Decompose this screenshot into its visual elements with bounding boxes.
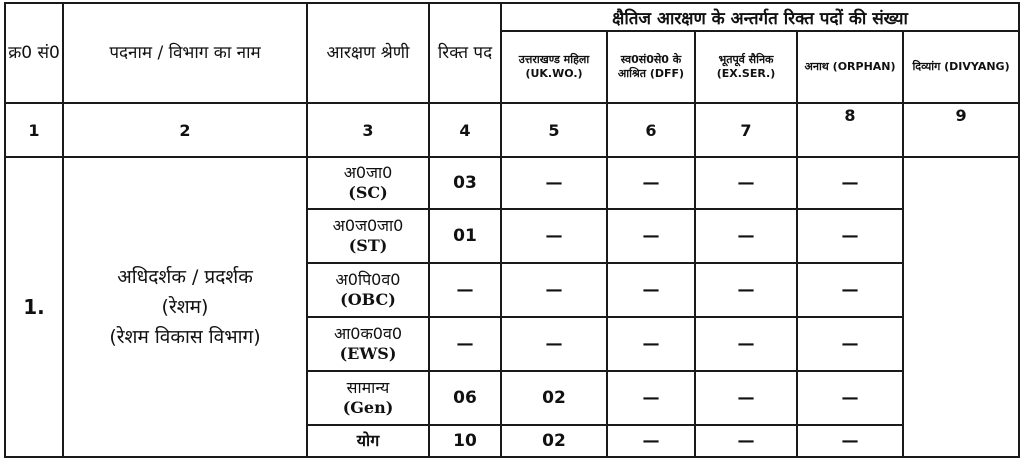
category-cell: सामान्य (Gen)	[306, 370, 430, 426]
col-number: 3	[306, 102, 430, 158]
category-hindi: अ0पि0व0	[335, 270, 401, 289]
col-number: 7	[694, 102, 798, 158]
header-ukwo: उत्तराखण्ड महिला (UK.WO.)	[500, 30, 608, 104]
vacancy-table: क्र0 सं0 पदनाम / विभाग का नाम आरक्षण श्र…	[4, 2, 1021, 458]
exser-value: —	[694, 370, 798, 426]
ukwo-value: —	[500, 316, 608, 372]
dff-value: —	[606, 370, 696, 426]
orphan-value: —	[796, 156, 904, 210]
category-hindi: अ0ज0जा0	[332, 216, 404, 235]
category-code: (OBC)	[340, 290, 396, 309]
col-number: 1	[4, 102, 64, 158]
total-orphan: —	[796, 424, 904, 458]
header-orphan: अनाथ (ORPHAN)	[796, 30, 904, 104]
serial-number: 1.	[4, 156, 64, 458]
ukwo-value: —	[500, 156, 608, 210]
post-title: अधिदर्शक / प्रदर्शक	[117, 266, 253, 288]
exser-value: —	[694, 316, 798, 372]
exser-value: —	[694, 156, 798, 210]
orphan-value: —	[796, 316, 904, 372]
col-number: 9	[901, 102, 1021, 158]
exser-value: —	[694, 208, 798, 264]
header-horizontal-reservation: क्षैतिज आरक्षण के अन्तर्गत रिक्त पदों की…	[499, 2, 1021, 32]
category-hindi: आ0क0व0	[333, 324, 403, 343]
table-row: अ0पि0व0 (OBC) — — — — —	[5, 262, 1019, 318]
post-subject: (रेशम)	[161, 296, 209, 318]
orphan-value: —	[796, 208, 904, 264]
ukwo-value: —	[500, 262, 608, 318]
category-cell: अ0पि0व0 (OBC)	[306, 262, 430, 318]
post-department: (रेशम विकास विभाग)	[109, 326, 261, 348]
total-vacancy: 10	[428, 424, 502, 458]
header-serial: क्र0 सं0	[4, 2, 64, 104]
header-dff: स्व0सं0से0 के आश्रित (DFF)	[606, 30, 696, 104]
table-row: सामान्य (Gen) 06 02 — — —	[5, 370, 1019, 426]
col-number: 8	[796, 102, 904, 158]
header-category: आरक्षण श्रेणी	[306, 2, 430, 104]
category-hindi: अ0जा0	[343, 163, 393, 182]
category-hindi: सामान्य	[346, 378, 390, 397]
vacancy-count: 06	[428, 370, 502, 426]
exser-value: —	[694, 262, 798, 318]
header-exser: भूतपूर्व सैनिक (EX.SER.)	[694, 30, 798, 104]
category-code: (ST)	[348, 236, 388, 255]
orphan-value: —	[796, 370, 904, 426]
dff-value: —	[606, 316, 696, 372]
dff-value: —	[606, 262, 696, 318]
ukwo-value: —	[500, 208, 608, 264]
ukwo-value: 02	[500, 370, 608, 426]
total-row: योग 10 02 — — —	[5, 424, 1019, 458]
total-label: योग	[306, 424, 430, 458]
category-cell: अ0जा0 (SC)	[306, 156, 430, 210]
category-code: (EWS)	[339, 344, 397, 363]
header-post: पदनाम / विभाग का नाम	[62, 2, 308, 104]
table-row: 1. अधिदर्शक / प्रदर्शक (रेशम) (रेशम विका…	[4, 156, 1021, 458]
vacancy-count: —	[428, 316, 502, 372]
category-cell: अ0ज0जा0 (ST)	[306, 208, 430, 264]
total-exser: —	[694, 424, 798, 458]
col-number: 6	[606, 102, 696, 158]
total-dff: —	[606, 424, 696, 458]
col-number: 5	[500, 102, 608, 158]
col-number: 2	[62, 102, 308, 158]
table-row: आ0क0व0 (EWS) — — — — —	[5, 316, 1019, 372]
header-divyang: दिव्यांग (DIVYANG)	[901, 30, 1021, 104]
category-code: (Gen)	[342, 398, 394, 417]
dff-value: —	[606, 208, 696, 264]
table-row: अ0ज0जा0 (ST) 01 — — — —	[5, 208, 1019, 264]
orphan-value: —	[796, 262, 904, 318]
divyang-cell	[901, 156, 1021, 458]
col-number: 4	[428, 102, 502, 158]
vacancy-count: —	[428, 262, 502, 318]
category-code: (SC)	[348, 183, 388, 202]
post-name: अधिदर्शक / प्रदर्शक (रेशम) (रेशम विकास व…	[62, 156, 308, 458]
dff-value: —	[606, 156, 696, 210]
column-number-row: 1 2 3 4 5 6 7 8 9	[4, 102, 1021, 158]
total-label-text: योग	[356, 431, 380, 450]
vacancy-count: 01	[428, 208, 502, 264]
header-vacancies: रिक्त पद	[428, 2, 502, 104]
category-cell: आ0क0व0 (EWS)	[306, 316, 430, 372]
total-ukwo: 02	[500, 424, 608, 458]
vacancy-count: 03	[428, 156, 502, 210]
